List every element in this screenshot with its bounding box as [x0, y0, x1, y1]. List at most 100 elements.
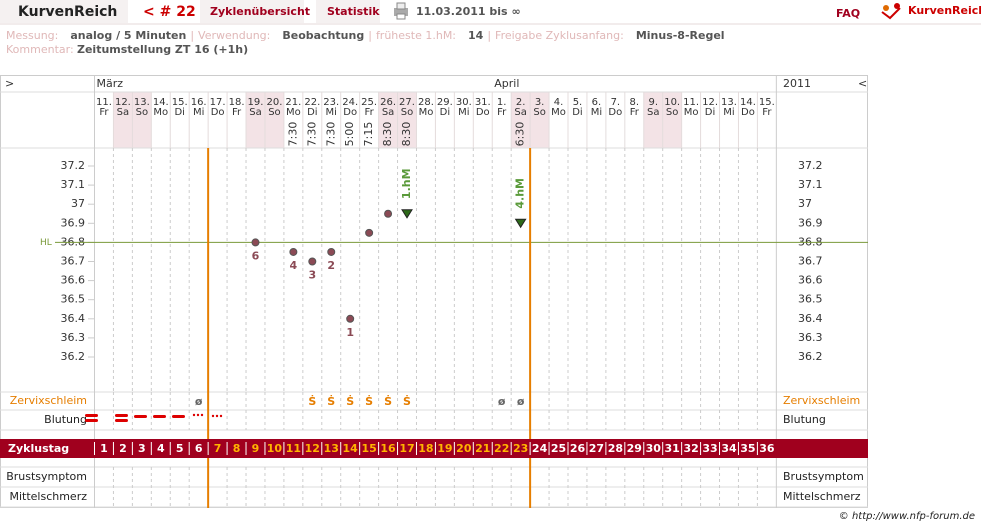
- day: 17.: [210, 97, 226, 108]
- weekend-shade: [662, 92, 682, 148]
- mucus: ø: [195, 395, 203, 408]
- weekday: Mo: [153, 107, 168, 118]
- info-value: analog / 5 Minuten: [70, 29, 186, 42]
- y-tick-label: 37: [798, 197, 812, 210]
- info-value: Beobachtung: [282, 29, 364, 42]
- bleeding-marks: [85, 413, 223, 422]
- cycle-day: 34: [721, 442, 737, 455]
- temp-point: [346, 314, 355, 323]
- tab[interactable]: Statistik: [327, 5, 380, 18]
- weekday: Fr: [99, 107, 109, 118]
- printer-icon[interactable]: [394, 2, 408, 20]
- y-tick-label: 37.2: [61, 159, 86, 172]
- day: 22.: [304, 97, 320, 108]
- cycle-day: 33: [702, 442, 717, 455]
- day: 24.: [342, 97, 358, 108]
- day: 29.: [437, 97, 453, 108]
- row-label: Brustsymptom: [783, 470, 864, 483]
- tab-bg: [200, 0, 304, 23]
- weekday: So: [136, 107, 148, 118]
- hm-point: [401, 209, 413, 219]
- cycle-day: 2: [119, 442, 127, 455]
- logo-icon: [881, 3, 901, 20]
- info-label: Kommentar:: [6, 43, 74, 56]
- point-label: 4: [290, 259, 298, 272]
- day: 12.: [115, 97, 131, 108]
- weekend-shade: [264, 92, 284, 148]
- cycle-day: 3: [138, 442, 146, 455]
- weekday: Sa: [647, 107, 659, 118]
- cycle-day: 36: [759, 442, 775, 455]
- mucus: Ṡ: [403, 394, 411, 408]
- cycle-number[interactable]: < # 22: [143, 4, 196, 20]
- day: 23.: [323, 97, 339, 108]
- time: 7:30: [305, 122, 318, 147]
- y-tick-label: 36.6: [798, 274, 823, 287]
- mucus: Ṡ: [346, 394, 354, 408]
- day: 14.: [740, 97, 756, 108]
- weekend-shade: [643, 92, 663, 148]
- day: 11.: [683, 97, 699, 108]
- y-tick-label: 36.4: [798, 312, 823, 325]
- y-tick-label: 37.1: [798, 178, 823, 191]
- time: 6:30: [514, 122, 527, 147]
- weekend-shade: [397, 92, 417, 148]
- mucus: ø: [498, 395, 506, 408]
- cycle-day: 14: [343, 442, 359, 455]
- weekend-shade: [132, 92, 152, 148]
- weekday: Fr: [365, 107, 375, 118]
- day: 5.: [573, 97, 583, 108]
- day: 15.: [759, 97, 775, 108]
- weekday: Di: [307, 107, 317, 118]
- time: 5:00: [343, 122, 356, 147]
- day: 27.: [399, 97, 415, 108]
- tab[interactable]: Zyklenübersicht: [210, 5, 310, 18]
- weekday: Mo: [419, 107, 434, 118]
- time: 7:30: [286, 122, 299, 147]
- row-label: Mittelschmerz: [9, 490, 87, 503]
- mucus: Ṡ: [327, 394, 335, 408]
- info-value: 14: [468, 29, 484, 42]
- cycle-day: 1: [100, 442, 108, 455]
- hm-label: 4.hM: [514, 178, 527, 209]
- temp-point: [384, 209, 393, 218]
- faq[interactable]: FAQ: [836, 7, 860, 20]
- day: 19.: [248, 97, 264, 108]
- info-value: Zeitumstellung ZT 16 (+1h): [77, 43, 248, 56]
- day: 30.: [456, 97, 472, 108]
- y-tick-label: 36.9: [61, 216, 86, 229]
- time: 7:15: [362, 122, 375, 147]
- weekday: Sa: [117, 107, 129, 118]
- day: 13.: [134, 97, 150, 108]
- cycle-day: 32: [683, 442, 698, 455]
- row-label: Zyklustag: [8, 442, 69, 455]
- row-label: Mittelschmerz: [783, 490, 861, 503]
- point-label: 2: [327, 259, 335, 272]
- weekend-shade: [530, 92, 550, 148]
- info-label: Messung:: [6, 29, 58, 42]
- y-tick-label: 36.7: [61, 255, 86, 268]
- month: April: [494, 77, 519, 90]
- cycle-day: 4: [157, 442, 165, 455]
- day: 15.: [172, 97, 188, 108]
- time: 8:30: [381, 122, 394, 147]
- day: 8.: [630, 97, 640, 108]
- cycle-band: [0, 439, 868, 458]
- point-label: 6: [252, 249, 260, 262]
- info-line: Messung: analog / 5 Minuten | Verwendung: Be…: [6, 29, 725, 42]
- year: 2011: [783, 77, 811, 90]
- mucus: Ṡ: [384, 394, 392, 408]
- day: 2.: [516, 97, 526, 108]
- tab-bg: [316, 0, 380, 23]
- weekday: Mo: [684, 107, 699, 118]
- day: 18.: [229, 97, 245, 108]
- weekday: Mo: [286, 107, 301, 118]
- cycle-day: 28: [608, 442, 623, 455]
- point-label: 1: [346, 326, 354, 339]
- day: 11.: [96, 97, 112, 108]
- day: 6.: [592, 97, 602, 108]
- cycle-day: 27: [589, 442, 604, 455]
- separator: |: [368, 29, 372, 42]
- weekday: So: [401, 107, 413, 118]
